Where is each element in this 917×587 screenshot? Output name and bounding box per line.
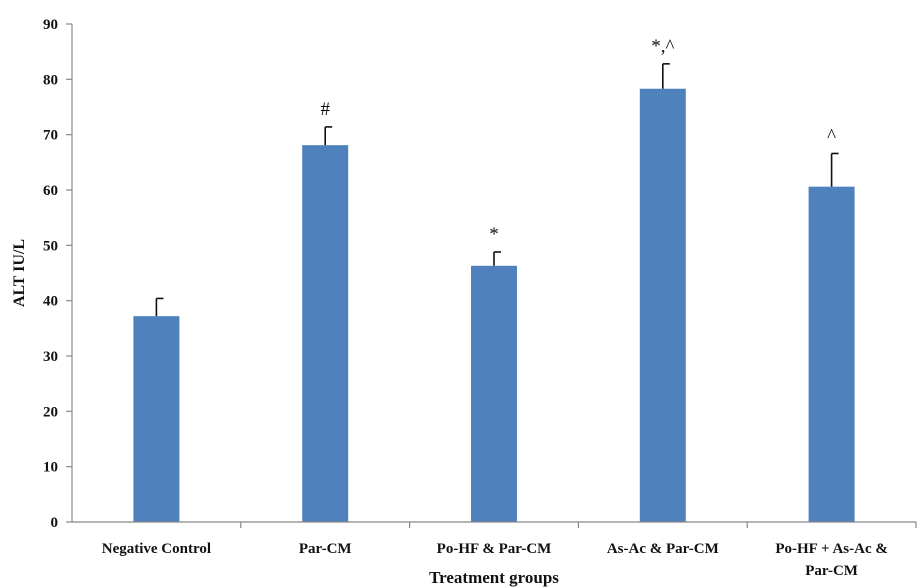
y-tick-label: 60 [43,183,58,199]
bar [302,145,349,522]
y-tick-label: 90 [43,17,58,33]
significance-label: *,^ [651,36,674,57]
significance-label: # [320,99,330,120]
bar [133,316,180,522]
significance-label: ^ [827,125,836,146]
y-tick-label: 30 [43,349,58,365]
y-tick-label: 50 [43,238,58,254]
y-tick-label: 80 [43,72,58,88]
y-tick-label: 10 [43,460,58,476]
bar [639,88,686,523]
bar [471,265,517,522]
category-labels: Negative Control Par-CM Po-HF & Par-CM As-A… [102,541,888,579]
y-tick-label: 0 [51,515,59,531]
x-axis-title: Treatment groups [429,568,559,587]
bars: # * *,^ ^ [133,36,855,523]
significance-label: * [489,224,499,245]
y-axis-ticks: 0 10 20 30 40 50 60 70 80 90 [43,17,72,531]
y-tick-label: 40 [43,294,58,310]
category-label: Par-CM [299,541,352,557]
y-tick-label: 20 [43,404,58,420]
category-label: As-Ac & Par-CM [607,541,719,557]
category-label: Po-HF & Par-CM [437,541,552,557]
y-tick-label: 70 [43,128,58,144]
y-axis-title: ALT IU/L [11,239,28,307]
bar [808,186,855,522]
x-axis-ticks [240,522,917,528]
category-label: Po-HF + As-Ac & Par-CM [775,541,888,579]
category-label: Negative Control [102,541,211,557]
